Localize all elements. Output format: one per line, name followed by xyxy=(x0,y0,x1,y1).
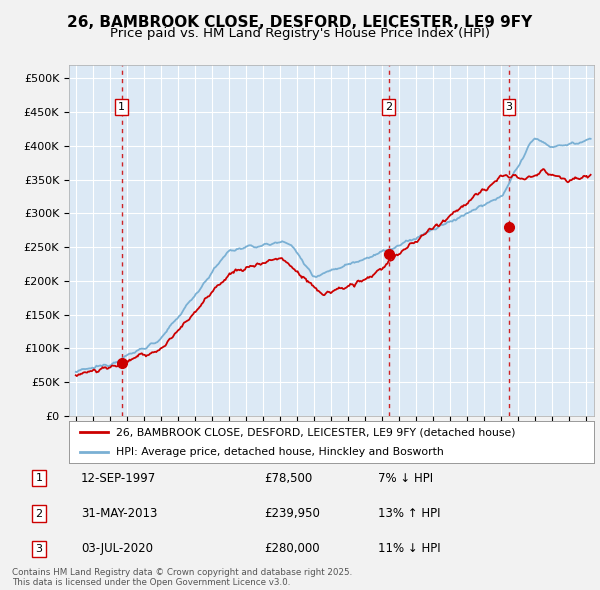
Text: 2: 2 xyxy=(35,509,43,519)
Text: Contains HM Land Registry data © Crown copyright and database right 2025.
This d: Contains HM Land Registry data © Crown c… xyxy=(12,568,352,587)
Text: HPI: Average price, detached house, Hinckley and Bosworth: HPI: Average price, detached house, Hinc… xyxy=(116,447,444,457)
Text: £280,000: £280,000 xyxy=(264,542,320,556)
Text: Price paid vs. HM Land Registry's House Price Index (HPI): Price paid vs. HM Land Registry's House … xyxy=(110,27,490,40)
Text: 3: 3 xyxy=(35,544,43,554)
Text: 03-JUL-2020: 03-JUL-2020 xyxy=(81,542,153,556)
Text: 26, BAMBROOK CLOSE, DESFORD, LEICESTER, LE9 9FY (detached house): 26, BAMBROOK CLOSE, DESFORD, LEICESTER, … xyxy=(116,427,516,437)
Text: 31-MAY-2013: 31-MAY-2013 xyxy=(81,507,157,520)
Text: 12-SEP-1997: 12-SEP-1997 xyxy=(81,471,156,485)
Text: 7% ↓ HPI: 7% ↓ HPI xyxy=(378,471,433,485)
Text: £239,950: £239,950 xyxy=(264,507,320,520)
Text: 2: 2 xyxy=(385,102,392,112)
Text: 13% ↑ HPI: 13% ↑ HPI xyxy=(378,507,440,520)
Text: 1: 1 xyxy=(118,102,125,112)
Text: 11% ↓ HPI: 11% ↓ HPI xyxy=(378,542,440,556)
Text: 3: 3 xyxy=(506,102,512,112)
Text: 26, BAMBROOK CLOSE, DESFORD, LEICESTER, LE9 9FY: 26, BAMBROOK CLOSE, DESFORD, LEICESTER, … xyxy=(67,15,533,30)
Text: £78,500: £78,500 xyxy=(264,471,312,485)
Text: 1: 1 xyxy=(35,473,43,483)
